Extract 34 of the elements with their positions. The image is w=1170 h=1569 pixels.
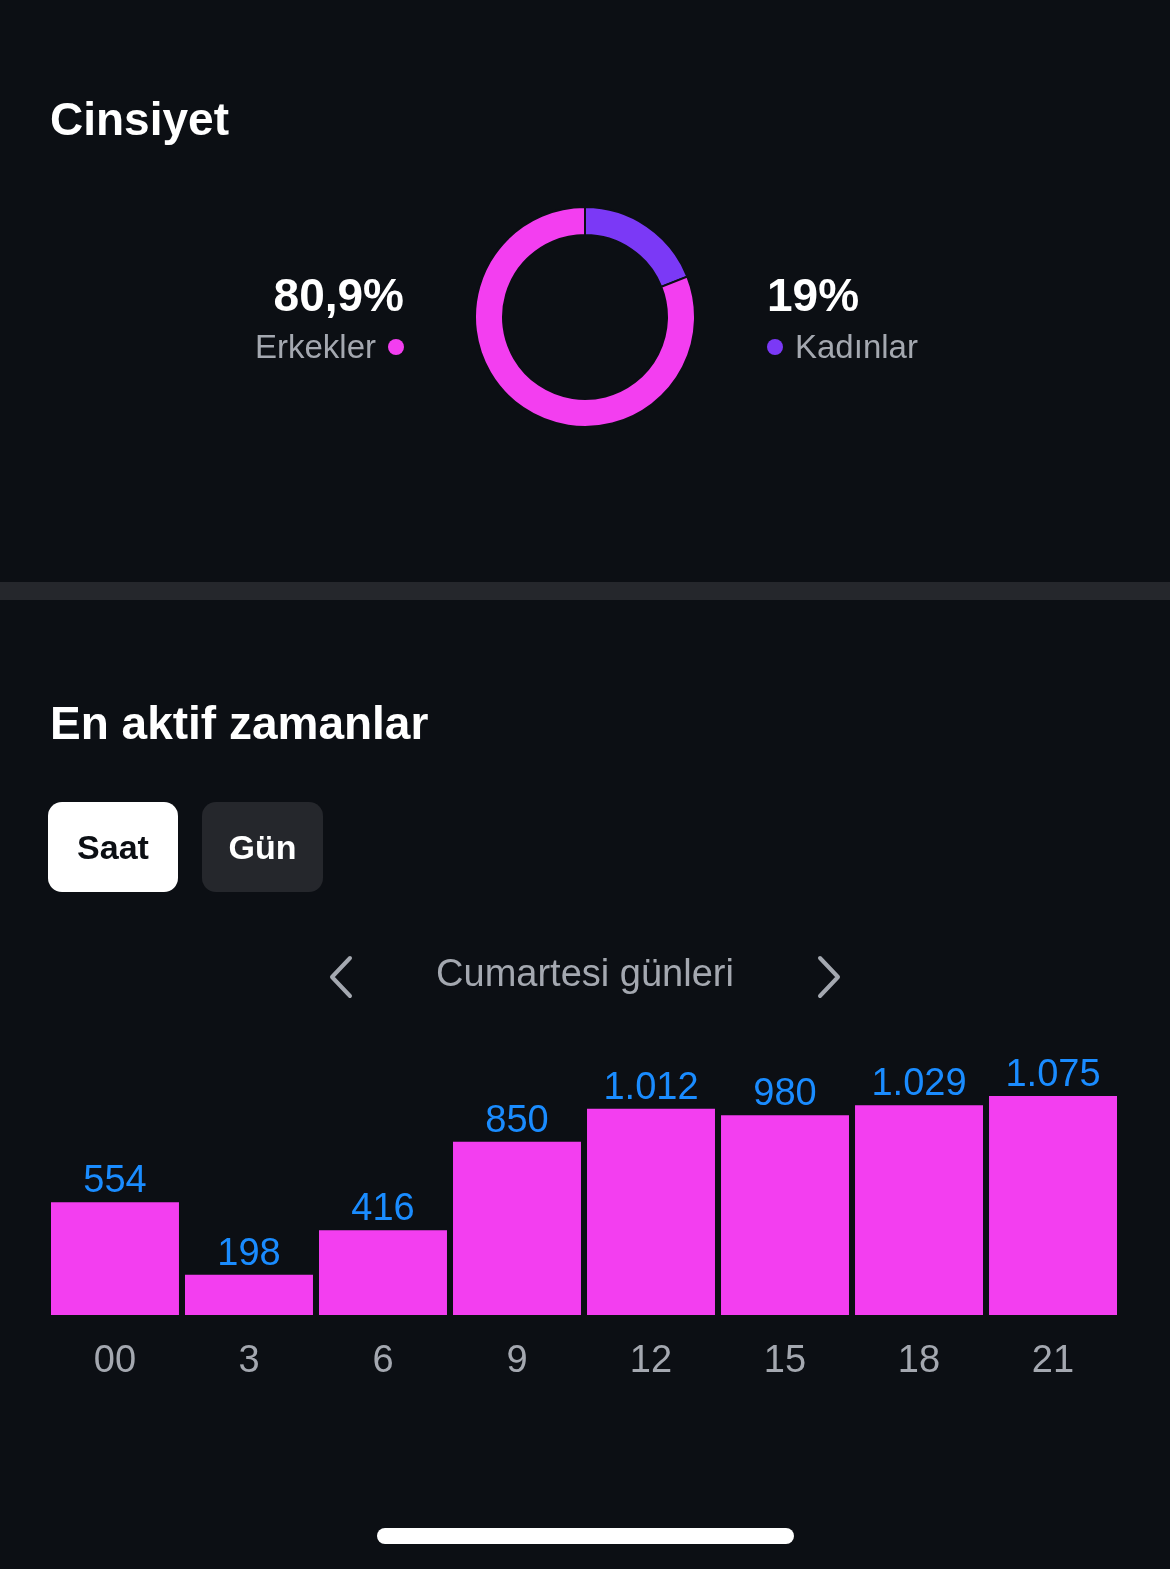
bar: [587, 1108, 715, 1315]
x-tick-label: 9: [506, 1337, 528, 1380]
data-label: 1.012: [603, 1064, 699, 1107]
text: Gün: [202, 802, 323, 892]
bar: [855, 1105, 983, 1315]
donut-slice: [475, 207, 695, 427]
data-label: 416: [351, 1186, 415, 1229]
x-tick-label: 21: [1031, 1337, 1075, 1380]
legend-label: Kadınlar: [795, 328, 918, 366]
data-label: 80,9%: [273, 268, 404, 322]
data-label: 850: [485, 1097, 549, 1140]
x-tick-label: 6: [372, 1337, 394, 1380]
data-label: 1.075: [1005, 1052, 1101, 1094]
x-tick-label: 15: [763, 1337, 807, 1380]
slice-label: Erkekler: [254, 328, 376, 366]
bar: [721, 1115, 849, 1315]
bar: [989, 1096, 1117, 1315]
bar: [185, 1274, 313, 1315]
bar: [319, 1230, 447, 1315]
chart-title: Cinsiyet: [50, 92, 229, 146]
x-tick-label: 00: [93, 1337, 137, 1380]
x-tick-label: 3: [238, 1337, 260, 1380]
chart-title: En aktif zamanlar: [50, 696, 429, 750]
bar: [51, 1202, 179, 1315]
data-label: 554: [83, 1158, 147, 1201]
data-label: 19%: [767, 268, 860, 322]
chart-subtitle: Cumartesi günleri: [435, 952, 735, 995]
text: Saat: [48, 802, 178, 892]
x-tick-label: 18: [897, 1337, 941, 1380]
bar: [453, 1141, 581, 1315]
data-label: 980: [753, 1071, 817, 1114]
data-label: 198: [217, 1230, 281, 1273]
x-tick-label: 12: [629, 1337, 673, 1380]
data-label: 1.029: [871, 1061, 967, 1104]
